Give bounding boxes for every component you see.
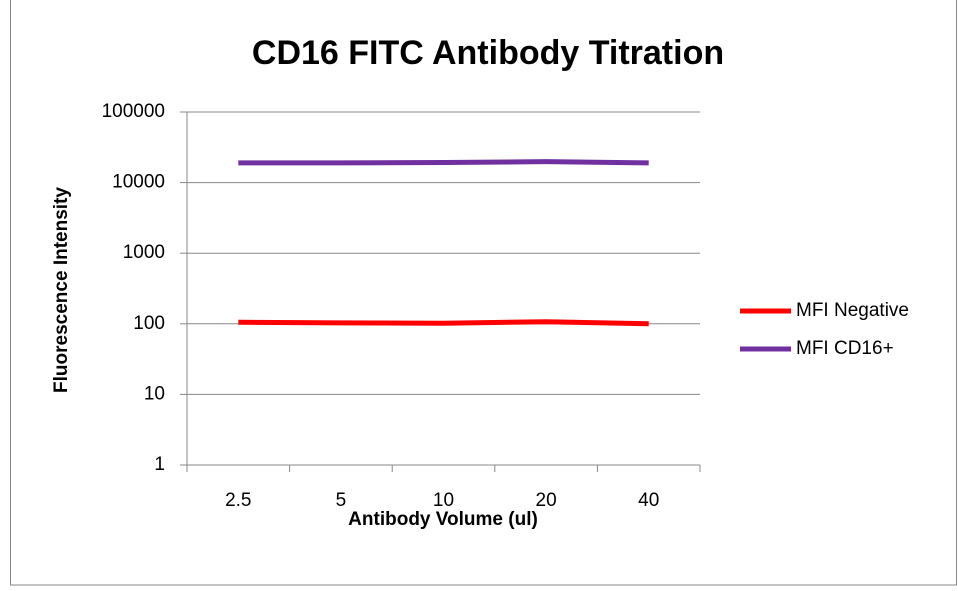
y-tick-label: 1000 — [123, 242, 165, 263]
x-tick-label: 20 — [536, 490, 557, 511]
series-line — [238, 159, 649, 166]
chart-border — [10, 0, 957, 586]
x-tick-label: 5 — [336, 490, 347, 511]
x-axis-label: Antibody Volume (ul) — [348, 509, 538, 530]
y-tick-label: 10 — [144, 383, 165, 404]
y-tick-label: 10000 — [112, 172, 165, 193]
y-tick-label: 100 — [133, 313, 165, 334]
legend-label: MFI CD16+ — [796, 338, 894, 359]
y-tick-label: 1 — [154, 454, 165, 475]
y-tick-label: 100000 — [102, 101, 165, 122]
x-tick-label: 40 — [638, 490, 659, 511]
y-axis-label: Fluorescence Intensity — [51, 187, 72, 393]
series-line — [238, 319, 649, 327]
x-tick-label: 10 — [433, 490, 454, 511]
x-tick-label: 2.5 — [225, 490, 251, 511]
chart-title: CD16 FITC Antibody Titration — [252, 34, 724, 72]
legend-label: MFI Negative — [796, 300, 909, 321]
